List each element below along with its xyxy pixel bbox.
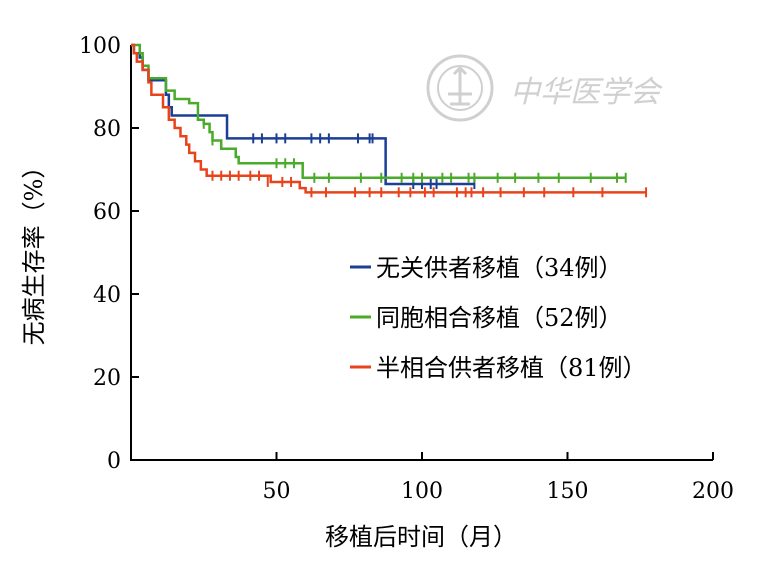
legend-label: 同胞相合移植（52例） (376, 304, 623, 332)
legend-label: 半相合供者移植（81例） (376, 354, 647, 382)
x-tick-label: 150 (547, 479, 589, 504)
series-line (131, 43, 647, 194)
y-axis-ticks: 0 20 40 60 80 100 (79, 34, 139, 474)
series-1 (131, 43, 476, 190)
series-3 (131, 43, 648, 198)
x-tick-label: 50 (263, 479, 291, 504)
watermark: 中华医学会 (426, 54, 663, 122)
y-tick-label: 0 (107, 449, 121, 474)
series-2 (131, 43, 627, 183)
y-axis-title: 无病生存率（%） (20, 155, 48, 346)
series-layer (131, 43, 648, 198)
series-line (131, 43, 626, 180)
y-tick-label: 100 (79, 34, 121, 59)
x-tick-label: 100 (401, 479, 443, 504)
y-tick-label: 40 (93, 283, 121, 308)
legend-label: 无关供者移植（34例） (376, 254, 623, 282)
legend: 无关供者移植（34例） 同胞相合移植（52例） 半相合供者移植（81例） (350, 254, 647, 382)
y-tick-label: 80 (93, 117, 121, 142)
watermark-emblem-icon (426, 54, 494, 122)
y-tick-label: 60 (93, 200, 121, 225)
x-tick-label: 200 (692, 479, 734, 504)
series-line (131, 43, 475, 186)
x-axis-title: 移植后时间（月） (325, 523, 517, 551)
y-tick-label: 20 (93, 366, 121, 391)
x-axis-ticks: 50 100 150 200 (130, 452, 734, 504)
watermark-text: 中华医学会 (510, 75, 663, 110)
